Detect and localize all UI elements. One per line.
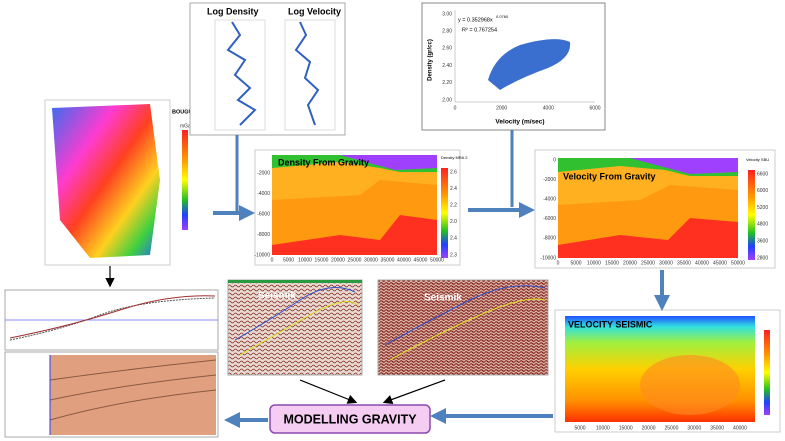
tick-label: 5000 <box>570 260 581 266</box>
seismic-right: Seismik <box>377 279 549 376</box>
tick-label: 35000 <box>677 260 691 266</box>
tick-label: 2.3 <box>450 252 457 258</box>
tick-label: 10000 <box>596 425 610 431</box>
tick-label: 10000 <box>587 260 601 266</box>
tick-label: 45000 <box>713 260 727 266</box>
tick-label: 2.20 <box>442 80 452 86</box>
seismic-label: Seismik <box>258 291 296 302</box>
tick-label: 40000 <box>397 257 411 263</box>
tick-label: -6000 <box>257 211 270 217</box>
tick-label: 0 <box>557 260 560 266</box>
tick-label: 2.0 <box>450 219 457 225</box>
log-density-title: Log Density <box>207 6 259 16</box>
tick-label: 20000 <box>331 257 345 263</box>
tick-label: -2000 <box>543 177 556 183</box>
tick-label: -8000 <box>543 236 556 242</box>
tick-label: 20000 <box>623 260 637 266</box>
tick-label: 30000 <box>687 425 701 431</box>
tick-label: 25000 <box>664 425 678 431</box>
tick-label: 35000 <box>710 425 724 431</box>
tick-label: 15000 <box>605 260 619 266</box>
tick-label: 6000 <box>589 105 600 111</box>
tick-label: 2.00 <box>442 97 452 103</box>
tick-label: 6000 <box>757 188 768 194</box>
tick-label: 0 <box>271 257 274 263</box>
crossplot-panel: y = 0.352968x 0.0760 R² = 0.767254 Densi… <box>421 2 606 131</box>
tick-label: -8000 <box>257 232 270 238</box>
tick-label: 5000 <box>283 257 294 263</box>
density-colorbar-title: Density MRA 2 <box>441 155 468 160</box>
crossplot-exponent: 0.0760 <box>496 14 509 19</box>
tick-label: 3600 <box>757 239 768 245</box>
tick-label: 35000 <box>381 257 395 263</box>
tick-label: -10000 <box>254 252 270 258</box>
tick-label: 0 <box>553 157 556 163</box>
tick-label: 40000 <box>695 260 709 266</box>
seismic-left: Seismik <box>227 279 363 376</box>
velocity-seismic-panel: VELOCITY SEISMIC 5000 10000 15000 20000 2500… <box>554 309 781 433</box>
seismic-label: Seismik <box>424 293 462 304</box>
tick-label: 2000 <box>496 105 507 111</box>
tick-label: 25000 <box>641 260 655 266</box>
tick-label: -2000 <box>257 170 270 176</box>
crossplot-equation: y = 0.352968x <box>458 17 493 23</box>
tick-label: 5000 <box>574 425 585 431</box>
density-title: Density From Gravity <box>278 157 369 167</box>
log-panel: Log Density Log Velocity <box>189 2 346 136</box>
crossplot-y-label: Density (gr/cc) <box>428 39 434 81</box>
tick-label: 25000 <box>348 257 362 263</box>
tick-label: 3.00 <box>442 11 452 17</box>
tick-label: 30000 <box>659 260 673 266</box>
tick-label: 0 <box>454 105 457 111</box>
tick-label: 2.6 <box>450 169 457 175</box>
tick-label: -10000 <box>540 255 556 261</box>
model-panel <box>4 289 219 438</box>
tick-label: 2.2 <box>450 203 457 209</box>
scatter-cloud <box>488 39 571 90</box>
tick-label: 4000 <box>543 105 554 111</box>
velocity-panel: Velocity From Gravity Velocity SBU 0 -200… <box>534 149 776 269</box>
tick-label: 6600 <box>757 171 768 177</box>
tick-label: 2.4 <box>450 236 457 242</box>
bouguer-unit: mGal <box>180 123 192 129</box>
tick-label: -6000 <box>543 216 556 222</box>
velocity-title: Velocity From Gravity <box>563 171 656 181</box>
tick-label: 40000 <box>733 425 747 431</box>
velocity-seismic-title: VELOCITY SEISMIC <box>568 319 653 329</box>
tick-label: 2.40 <box>442 63 452 69</box>
density-panel: Density From Gravity Density MRA 2 -2000… <box>254 149 468 266</box>
tick-label: 45000 <box>414 257 428 263</box>
tick-label: 20000 <box>642 425 656 431</box>
modelling-label: MODELLING GRAVITY <box>283 412 417 426</box>
velocity-colorbar-title: Velocity SBU <box>746 157 769 162</box>
tick-label: 50000 <box>430 257 444 263</box>
tick-label: 10000 <box>298 257 312 263</box>
arrows <box>213 130 670 428</box>
tick-label: -4000 <box>543 197 556 203</box>
tick-label: 2.60 <box>442 46 452 52</box>
crossplot-r2: R² = 0.767254 <box>462 27 497 33</box>
tick-label: 2.80 <box>442 29 452 35</box>
tick-label: 2.4 <box>450 186 457 192</box>
black-arrows <box>105 266 446 405</box>
tick-label: 15000 <box>315 257 329 263</box>
log-velocity-title: Log Velocity <box>288 6 341 16</box>
crossplot-x-label: Velocity (m/sec) <box>495 119 544 126</box>
tick-label: 30000 <box>364 257 378 263</box>
bouguer-panel: BOUGUER ANOMALI mGal <box>44 99 228 266</box>
tick-label: 5200 <box>757 205 768 211</box>
tick-label: -4000 <box>257 191 270 197</box>
tick-label: 15000 <box>619 425 633 431</box>
tick-label: 4800 <box>757 222 768 228</box>
tick-label: 50000 <box>731 260 745 266</box>
tick-label: 2800 <box>757 255 768 261</box>
